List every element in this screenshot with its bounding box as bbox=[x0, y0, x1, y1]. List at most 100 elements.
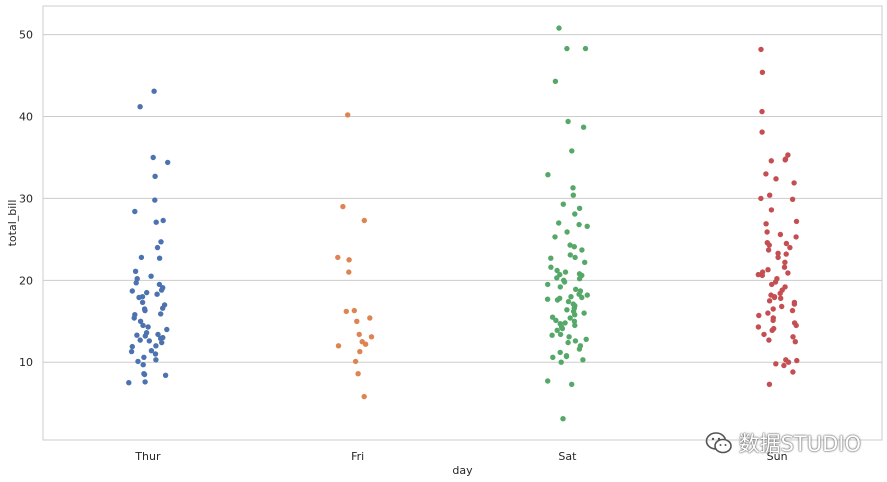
data-point bbox=[355, 371, 361, 377]
data-point bbox=[164, 326, 170, 333]
data-point bbox=[764, 229, 770, 235]
data-point bbox=[141, 371, 148, 378]
data-point bbox=[766, 381, 773, 387]
data-point bbox=[142, 307, 148, 314]
plot-frame bbox=[42, 5, 883, 441]
data-point bbox=[794, 357, 800, 364]
data-point bbox=[793, 234, 799, 240]
data-point bbox=[567, 315, 573, 321]
data-point bbox=[782, 259, 788, 265]
data-point bbox=[775, 254, 781, 261]
data-point bbox=[548, 264, 554, 270]
data-point bbox=[572, 322, 578, 329]
data-point bbox=[581, 310, 587, 316]
data-point bbox=[557, 284, 563, 290]
data-point bbox=[352, 358, 359, 365]
data-point bbox=[790, 369, 796, 375]
data-point bbox=[158, 311, 164, 317]
data-point bbox=[759, 272, 765, 279]
data-point bbox=[570, 185, 576, 191]
data-point bbox=[128, 348, 135, 355]
data-point bbox=[131, 315, 137, 321]
data-point bbox=[137, 337, 143, 343]
data-point bbox=[567, 242, 573, 248]
data-point bbox=[566, 334, 572, 340]
data-point bbox=[362, 341, 369, 347]
data-point bbox=[150, 154, 156, 161]
y-tick-labels: 10 20 30 40 50 bbox=[19, 29, 33, 370]
data-point bbox=[789, 307, 796, 314]
data-point bbox=[351, 307, 357, 314]
data-point bbox=[552, 234, 558, 240]
data-point bbox=[545, 172, 551, 178]
data-point bbox=[781, 362, 787, 369]
data-point bbox=[129, 343, 135, 350]
grid-lines bbox=[43, 34, 882, 363]
data-point bbox=[564, 45, 570, 52]
data-point bbox=[345, 112, 351, 118]
data-point bbox=[584, 292, 590, 298]
data-point bbox=[756, 312, 762, 319]
data-point bbox=[779, 303, 785, 310]
data-point bbox=[126, 380, 132, 386]
data-point bbox=[140, 362, 146, 368]
data-point bbox=[544, 296, 551, 302]
data-point bbox=[758, 195, 764, 202]
data-point bbox=[793, 322, 799, 329]
data-point bbox=[576, 205, 583, 211]
data-point bbox=[569, 381, 575, 387]
data-point bbox=[151, 88, 157, 94]
data-point bbox=[572, 254, 578, 261]
data-point bbox=[791, 301, 798, 307]
data-point bbox=[785, 270, 791, 276]
data-point bbox=[160, 305, 166, 311]
watermark: 数据STUDIO bbox=[705, 428, 861, 458]
data-point bbox=[545, 281, 551, 288]
data-points bbox=[126, 25, 800, 422]
data-point bbox=[782, 157, 788, 163]
data-point bbox=[552, 78, 559, 85]
data-point bbox=[138, 254, 145, 261]
data-point bbox=[787, 244, 793, 251]
data-point bbox=[769, 327, 775, 333]
data-point bbox=[154, 291, 160, 297]
data-point bbox=[572, 312, 578, 318]
data-point bbox=[152, 197, 158, 203]
y-tick-label: 50 bbox=[19, 29, 33, 42]
data-point bbox=[775, 250, 781, 256]
data-point bbox=[790, 334, 796, 340]
data-point bbox=[335, 343, 342, 349]
data-point bbox=[554, 327, 560, 333]
data-point bbox=[357, 348, 363, 355]
data-point bbox=[573, 286, 579, 292]
data-point bbox=[553, 317, 559, 324]
data-point bbox=[777, 290, 783, 297]
data-point bbox=[568, 294, 574, 300]
data-point bbox=[793, 218, 800, 225]
data-point bbox=[137, 318, 144, 324]
y-tick-label: 30 bbox=[19, 192, 33, 205]
data-point bbox=[153, 219, 159, 225]
data-point bbox=[765, 310, 771, 316]
data-point bbox=[755, 271, 761, 278]
data-point bbox=[769, 281, 775, 288]
data-point bbox=[554, 297, 561, 303]
data-point bbox=[570, 192, 576, 198]
data-point bbox=[549, 332, 555, 338]
data-point bbox=[335, 254, 341, 261]
data-point bbox=[791, 180, 797, 186]
data-point bbox=[781, 264, 788, 270]
data-point bbox=[583, 336, 589, 342]
data-point bbox=[565, 298, 572, 305]
data-point bbox=[153, 343, 159, 349]
data-point bbox=[148, 273, 154, 279]
data-point bbox=[157, 335, 164, 342]
data-point bbox=[560, 416, 566, 422]
data-point bbox=[548, 255, 554, 261]
data-point bbox=[565, 339, 571, 346]
data-point bbox=[789, 196, 796, 202]
data-point bbox=[160, 217, 166, 224]
data-point bbox=[759, 69, 766, 76]
data-point bbox=[156, 255, 163, 261]
